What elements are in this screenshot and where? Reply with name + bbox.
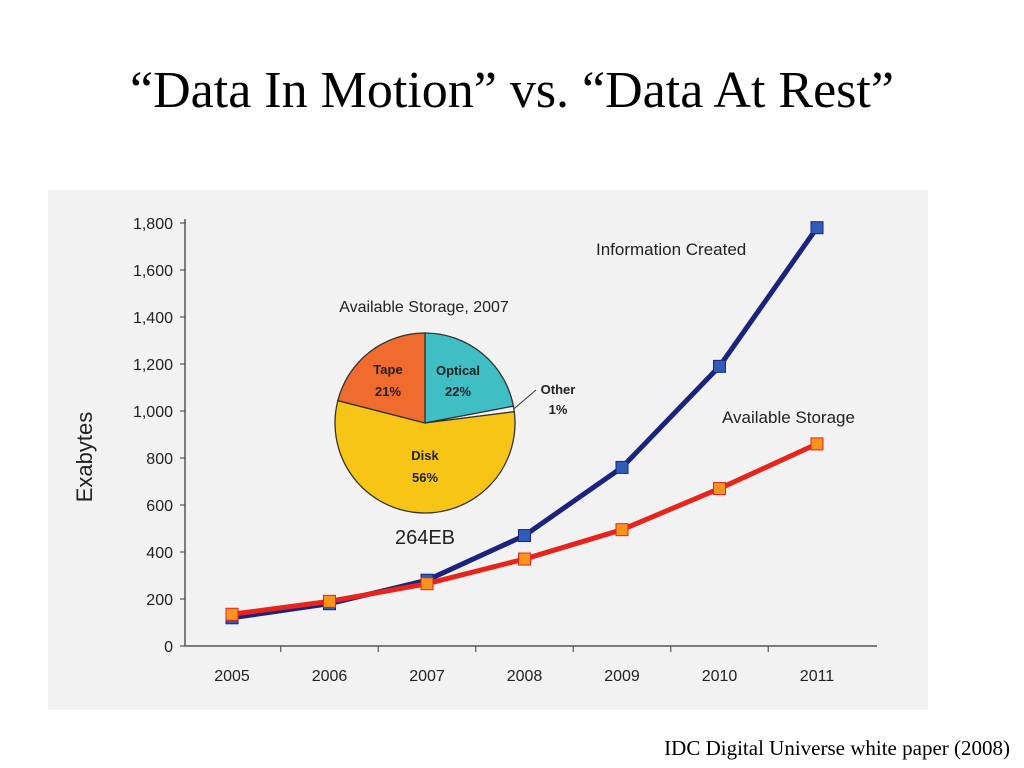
data-point-information-created — [615, 460, 629, 474]
y-axis-ticks: 0 200 400 600 800 1,000 1,200 1,400 1,600 1,800 — [133, 216, 185, 656]
x-axis-ticks: 2005 2006 2007 2008 2009 2010 2011 — [214, 646, 834, 685]
data-point-available-storage — [713, 482, 726, 496]
pie-slice-value: 21% — [375, 384, 401, 399]
pie-slice-optical — [424, 332, 515, 424]
y-tick-label: 1,200 — [133, 357, 173, 374]
data-point-available-storage — [323, 594, 336, 608]
data-point-information-created — [810, 221, 824, 235]
data-point-available-storage — [810, 437, 824, 451]
data-point-available-storage — [518, 552, 531, 566]
y-tick-label: 800 — [146, 451, 173, 468]
y-tick-label: 1,800 — [133, 216, 173, 233]
x-tick-label: 2009 — [604, 668, 640, 685]
pie-slice-name: Optical — [436, 363, 480, 378]
y-tick-label: 1,600 — [133, 263, 173, 280]
slide-title: “Data In Motion” vs. “Data At Rest” — [130, 62, 894, 119]
pie-slice-name: Disk — [411, 448, 439, 463]
pie-slice-tape — [337, 332, 426, 424]
series-label-available-storage: Available Storage — [722, 408, 855, 427]
pie-total-label: 264EB — [395, 527, 455, 549]
x-tick-label: 2010 — [702, 668, 738, 685]
pie-slice-name: Tape — [373, 362, 402, 377]
data-point-available-storage — [420, 577, 434, 591]
pie-slice-value: 22% — [445, 384, 471, 399]
pie-leader-line — [513, 389, 537, 410]
x-tick-label: 2007 — [409, 668, 445, 685]
y-tick-label: 1,400 — [133, 310, 173, 327]
pie-slice-value: 56% — [412, 470, 438, 485]
series-label-information-created: Information Created — [596, 240, 746, 259]
x-tick-label: 2011 — [800, 668, 835, 685]
y-tick-label: 200 — [146, 592, 173, 609]
data-point-available-storage — [225, 607, 239, 621]
axes — [184, 219, 877, 647]
y-tick-label: 400 — [146, 545, 173, 562]
y-tick-label: 0 — [164, 639, 173, 656]
pie-slices: Optical 22% Other 1% Disk 56% Tape 21% — [334, 332, 576, 514]
chart-panel: 0 200 400 600 800 1,000 1,200 1,400 1,600 1,800 2… — [48, 190, 928, 710]
data-point-information-created — [713, 359, 726, 373]
y-axis-label: Exabytes — [72, 412, 97, 503]
series-layer — [225, 221, 824, 625]
x-tick-label: 2006 — [312, 668, 348, 685]
pie-slice-value: 1% — [549, 402, 568, 417]
data-point-information-created — [518, 529, 531, 543]
pie-slice-name: Other — [541, 382, 576, 397]
x-tick-label: 2008 — [507, 668, 543, 685]
pie-title: Available Storage, 2007 — [339, 299, 509, 316]
y-tick-label: 600 — [146, 498, 173, 515]
data-point-available-storage — [615, 523, 629, 537]
line-chart: 0 200 400 600 800 1,000 1,200 1,400 1,600 1,800 2… — [72, 216, 877, 685]
x-tick-label: 2005 — [214, 668, 250, 685]
y-tick-label: 1,000 — [133, 404, 173, 421]
source-caption: IDC Digital Universe white paper (2008) — [664, 736, 1010, 760]
pie-slice-disk — [334, 399, 516, 514]
pie-chart: Available Storage, 2007 Optical 22% Other 1… — [334, 299, 576, 549]
